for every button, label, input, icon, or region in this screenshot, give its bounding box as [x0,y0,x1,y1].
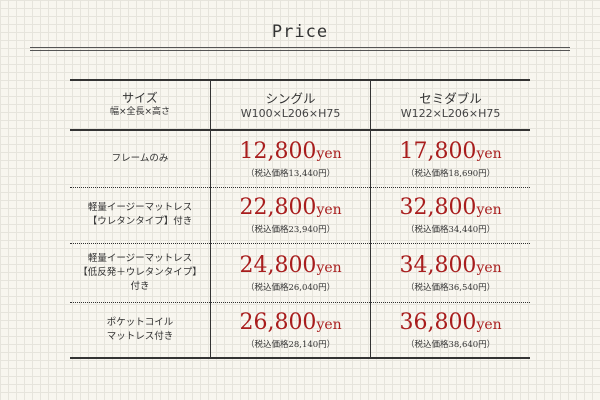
price-unit: yen [316,316,342,333]
col-name: シングル [265,90,316,106]
price-unit: yen [476,202,502,218]
price-value: 17,800 [399,138,477,164]
price: 36,800yen [371,310,530,338]
price: 22,800yen [211,195,370,223]
tax-included-price: （税込価格13,440円） [245,168,336,179]
row-label: 軽量イージーマットレス 【低反発＋ウレタンタイプ】 付き [70,243,211,302]
price-value: 34,800 [399,252,477,278]
price-value: 12,800 [239,138,317,164]
table-row: ポケットコイル マットレス付き 26,800yen （税込価格28,140円） 36,8… [70,302,530,358]
row-label-line: 軽量イージーマットレス [87,202,193,213]
price-cell: 34,800yen （税込価格36,540円） [370,243,530,302]
row-label: ポケットコイル マットレス付き [70,302,211,358]
single-header: シングル W100×L206×H75 [209,79,371,131]
tax-included-price: （税込価格26,040円） [245,282,336,293]
tax-included-price: （税込価格18,690円） [405,168,496,179]
price-cell: 32,800yen （税込価格34,440円） [370,187,530,243]
price-value: 26,800 [239,309,317,335]
price-value: 24,800 [239,252,317,278]
price: 34,800yen [371,253,530,281]
table-row: 軽量イージーマットレス 【ウレタンタイプ】付き 22,800yen （税込価格23,9… [70,187,530,243]
row-label-line: 付き [130,280,150,292]
semidouble-header: セミダブル W122×L206×H75 [370,79,530,131]
row-label-line: 軽量イージーマットレス [87,252,193,264]
price-cell: 17,800yen （税込価格18,690円） [370,130,530,187]
table-header: サイズ幅×全長×高さ シングル W100×L206×H75 セミダブル W122×L… [70,79,530,131]
tax-included-price: （税込価格28,140円） [245,339,336,350]
price-cell: 36,800yen （税込価格38,640円） [370,302,530,358]
tax-included-price: （税込価格38,640円） [405,339,496,350]
price: 24,800yen [211,253,370,281]
price-cell: 24,800yen （税込価格26,040円） [209,243,371,302]
row-label-line: ポケットコイル [106,316,174,328]
table-row: フレームのみ 12,800yen （税込価格13,440円） 17,800yen （税込… [70,130,530,187]
col-size: W100×L206×H75 [240,106,341,120]
row-label-line: 【低反発＋ウレタンタイプ】 [78,266,202,278]
title-divider [30,47,570,48]
price-value: 22,800 [239,195,317,220]
table-row: 軽量イージーマットレス 【低反発＋ウレタンタイプ】 付き 24,800yen （税込価格… [70,243,530,302]
price-cell: 26,800yen （税込価格28,140円） [209,302,371,358]
row-label-line: マットレス付き [106,330,174,342]
row-label: フレームのみ [70,130,211,187]
price-unit: yen [476,145,502,162]
page-title: Price [271,22,329,42]
size-sublabel: 幅×全長×高さ [109,107,171,117]
price-value: 36,800 [399,309,477,335]
tax-included-price: （税込価格36,540円） [405,282,496,293]
price-table: サイズ幅×全長×高さ シングル W100×L206×H75 セミダブル W122×L… [70,79,530,359]
price: 26,800yen [211,310,370,338]
price-cell: 12,800yen （税込価格13,440円） [209,130,371,187]
col-name: セミダブル [419,90,482,106]
price-unit: yen [316,145,342,162]
row-label-line: 【ウレタンタイプ】付き [87,216,193,227]
price: 12,800yen [211,139,370,167]
price-value: 32,800 [399,195,477,220]
price-unit: yen [476,259,502,276]
row-label-line: フレームのみ [111,152,169,164]
size-label: サイズ [122,91,158,105]
row-label: 軽量イージーマットレス 【ウレタンタイプ】付き [70,187,211,243]
price: 17,800yen [371,139,530,167]
price-unit: yen [476,316,502,333]
price-cell: 22,800yen （税込価格23,940円） [209,187,371,243]
price-unit: yen [316,202,342,218]
price: 32,800yen [371,195,530,223]
tax-included-price: （税込価格23,940円） [245,225,336,235]
col-size: W122×L206×H75 [400,106,501,120]
size-header: サイズ幅×全長×高さ [70,79,211,131]
price-unit: yen [316,259,342,276]
title-divider [30,50,570,51]
tax-included-price: （税込価格34,440円） [405,225,496,235]
